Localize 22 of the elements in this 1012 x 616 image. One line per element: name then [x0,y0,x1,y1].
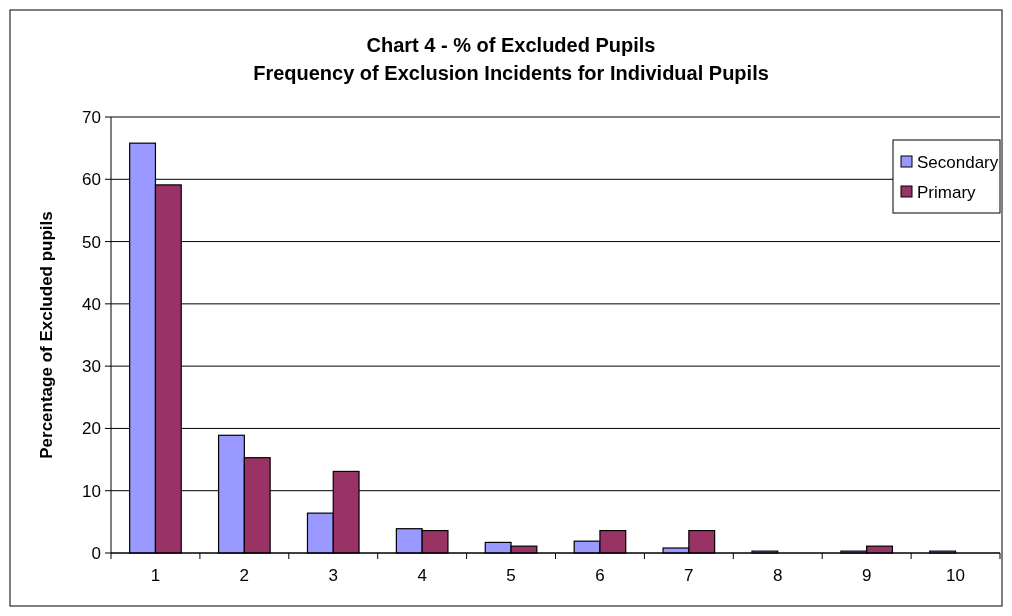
y-axis-title: Percentage of Excluded pupils [37,211,56,459]
x-tick-label: 4 [417,566,427,585]
y-tick-label: 50 [82,232,101,252]
x-tick-label: 1 [150,566,161,585]
x-tick-label: 9 [861,566,872,585]
y-tick-label: 40 [82,294,101,314]
x-tick-label: 10 [946,566,966,585]
y-tick-label: 20 [82,419,101,439]
y-tick-label: 60 [82,170,101,190]
chart-title: Chart 4 - % of Excluded Pupils Frequency of Exclusion Incidents for Individual Pupils [253,34,769,84]
x-tick-label: 8 [773,566,783,585]
y-tick-label: 10 [82,481,101,501]
x-tick-label: 5 [506,566,516,585]
x-tick-label: 3 [328,566,338,585]
x-tick-label: 6 [595,566,605,585]
y-tick-label: 30 [82,357,101,377]
y-tick-label: 0 [91,543,101,563]
legend-label: Secondary [917,152,999,172]
x-tick-label: 2 [239,566,250,585]
x-tick-label: 7 [684,566,694,585]
legend-label: Primary [917,182,977,202]
y-tick-label: 70 [82,107,101,127]
